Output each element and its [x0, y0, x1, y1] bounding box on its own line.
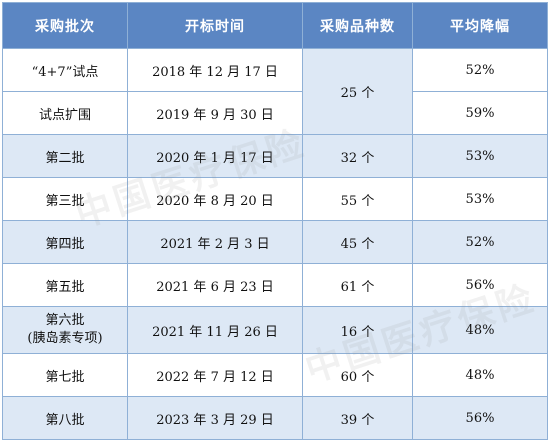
batch-line-2: (胰岛素专项) [27, 331, 103, 346]
header-count: 采购品种数 [302, 2, 413, 49]
date-cell: 2022 年 7 月 12 日 [127, 353, 303, 397]
reduction-cell: 52% [412, 48, 548, 92]
table-row: 试点扩围 2019 年 9 月 30 日 59% [2, 91, 548, 135]
date-cell: 2021 年 6 月 23 日 [127, 263, 303, 307]
batch-cell: 第三批 [2, 177, 128, 221]
header-batch: 采购批次 [2, 2, 128, 49]
header-reduction: 平均降幅 [412, 2, 548, 49]
reduction-cell: 53% [412, 177, 548, 221]
header-row: 采购批次 开标时间 采购品种数 平均降幅 [2, 2, 548, 49]
batch-cell: 试点扩围 [2, 91, 128, 135]
table-row: 第八批 2023 年 3 月 29 日 39 个 56% [2, 396, 548, 440]
date-cell: 2018 年 12 月 17 日 [127, 48, 303, 92]
date-cell: 2020 年 1 月 17 日 [127, 134, 303, 178]
table-row: 第三批 2020 年 8 月 20 日 55 个 53% [2, 177, 548, 221]
table-row: 第五批 2021 年 6 月 23 日 61 个 56% [2, 263, 548, 307]
batch-cell: 第五批 [2, 263, 128, 307]
table-row: 第二批 2020 年 1 月 17 日 32 个 53% [2, 134, 548, 178]
date-cell: 2021 年 2 月 3 日 [127, 220, 303, 264]
batch-cell: “4+7”试点 [2, 48, 128, 92]
date-cell: 2023 年 3 月 29 日 [127, 396, 303, 440]
count-cell: 16 个 [302, 306, 413, 354]
reduction-cell: 52% [412, 220, 548, 264]
reduction-cell: 56% [412, 263, 548, 307]
table-row: 第七批 2022 年 7 月 12 日 60 个 48% [2, 353, 548, 397]
date-cell: 2021 年 11 月 26 日 [127, 306, 303, 354]
reduction-cell: 48% [412, 353, 548, 397]
reduction-cell: 53% [412, 134, 548, 178]
table-row: 第四批 2021 年 2 月 3 日 45 个 52% [2, 220, 548, 264]
count-cell: 55 个 [302, 177, 413, 221]
count-cell: 25 个 [302, 48, 413, 135]
header-date: 开标时间 [127, 2, 303, 49]
date-cell: 2019 年 9 月 30 日 [127, 91, 303, 135]
count-cell: 45 个 [302, 220, 413, 264]
date-cell: 2020 年 8 月 20 日 [127, 177, 303, 221]
batch-cell: 第六批 (胰岛素专项) [2, 306, 128, 354]
batch-cell: 第二批 [2, 134, 128, 178]
table-row: 第六批 (胰岛素专项) 2021 年 11 月 26 日 16 个 48% [2, 306, 548, 354]
reduction-cell: 56% [412, 396, 548, 440]
count-cell: 61 个 [302, 263, 413, 307]
batch-line-1: 第六批 [45, 313, 85, 328]
batch-cell: 第七批 [2, 353, 128, 397]
count-cell: 32 个 [302, 134, 413, 178]
batch-cell: 第八批 [2, 396, 128, 440]
count-cell: 39 个 [302, 396, 413, 440]
batch-cell: 第四批 [2, 220, 128, 264]
reduction-cell: 59% [412, 91, 548, 135]
table-row: “4+7”试点 2018 年 12 月 17 日 25 个 52% [2, 48, 548, 135]
procurement-table: 采购批次 开标时间 采购品种数 平均降幅 “4+7”试点 2018 年 12 月… [2, 2, 548, 440]
count-cell: 60 个 [302, 353, 413, 397]
reduction-cell: 48% [412, 306, 548, 354]
